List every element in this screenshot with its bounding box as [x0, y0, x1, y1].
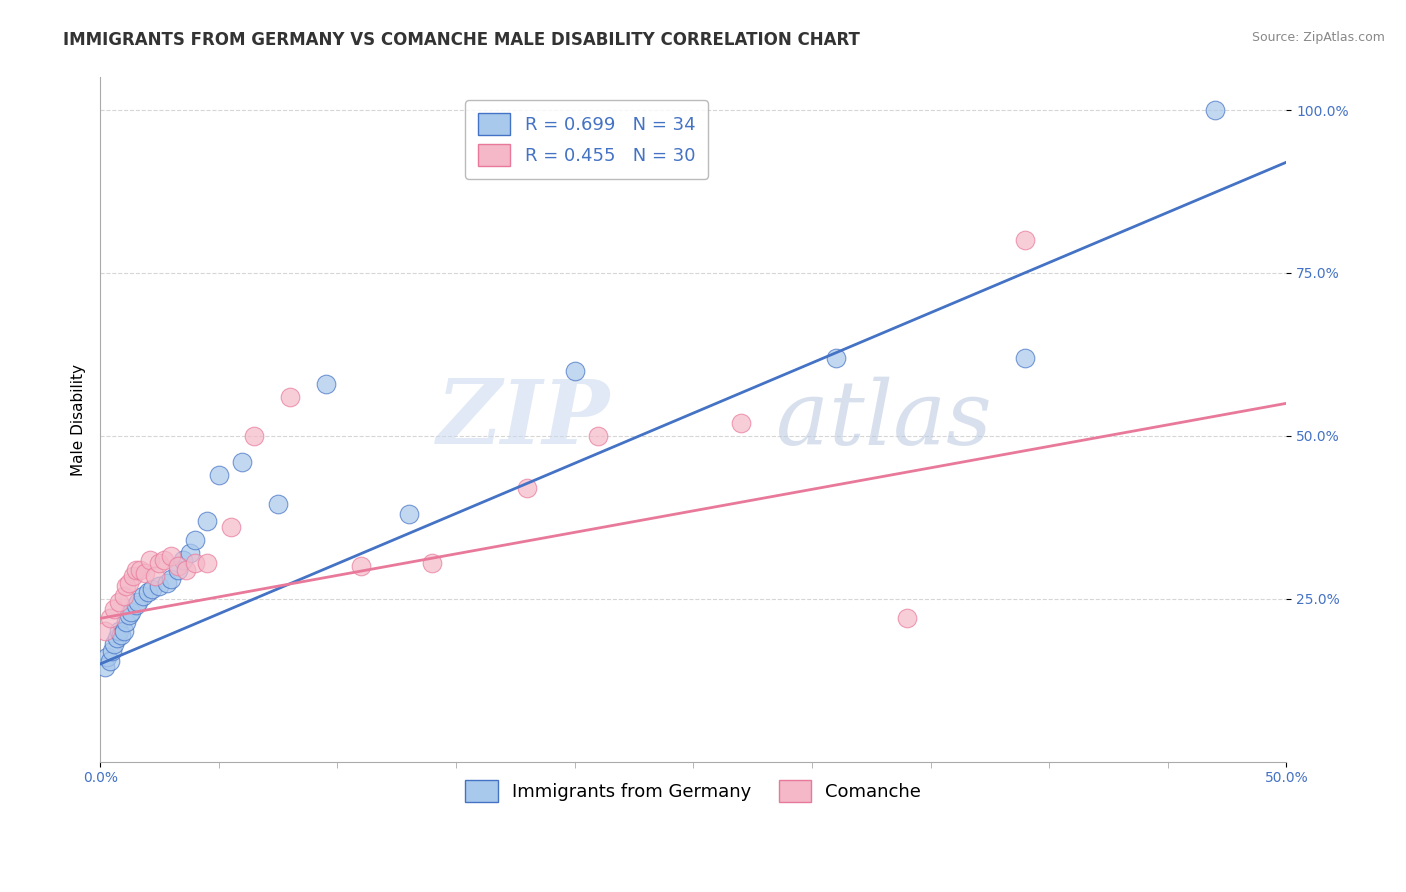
Point — [110, 628, 132, 642]
Point — [267, 497, 290, 511]
Point — [115, 615, 138, 629]
Y-axis label: Male Disability: Male Disability — [72, 364, 86, 475]
Point — [94, 660, 117, 674]
Legend: Immigrants from Germany, Comanche: Immigrants from Germany, Comanche — [453, 767, 934, 814]
Point — [125, 562, 148, 576]
Point — [1014, 233, 1036, 247]
Point — [160, 572, 183, 586]
Point — [105, 631, 128, 645]
Point — [148, 556, 170, 570]
Point — [153, 553, 176, 567]
Text: atlas: atlas — [776, 376, 993, 463]
Point — [132, 589, 155, 603]
Point — [125, 599, 148, 613]
Point — [350, 559, 373, 574]
Point — [172, 553, 194, 567]
Point — [117, 575, 139, 590]
Point — [127, 595, 149, 609]
Point — [96, 650, 118, 665]
Point — [112, 624, 135, 639]
Point — [243, 429, 266, 443]
Point — [208, 468, 231, 483]
Point — [179, 546, 201, 560]
Point — [141, 582, 163, 596]
Point — [112, 589, 135, 603]
Point — [231, 455, 253, 469]
Point — [184, 556, 207, 570]
Point — [148, 579, 170, 593]
Point — [122, 569, 145, 583]
Point — [136, 585, 159, 599]
Text: Source: ZipAtlas.com: Source: ZipAtlas.com — [1251, 31, 1385, 45]
Point — [420, 556, 443, 570]
Point — [94, 624, 117, 639]
Text: ZIP: ZIP — [437, 376, 610, 463]
Point — [103, 601, 125, 615]
Point — [108, 624, 131, 639]
Point — [824, 351, 846, 365]
Point — [564, 364, 586, 378]
Point — [896, 611, 918, 625]
Point — [115, 579, 138, 593]
Point — [101, 644, 124, 658]
Point — [120, 605, 142, 619]
Point — [195, 514, 218, 528]
Point — [184, 533, 207, 548]
Point — [278, 390, 301, 404]
Point — [219, 520, 242, 534]
Point — [117, 608, 139, 623]
Point — [167, 562, 190, 576]
Point — [103, 637, 125, 651]
Point — [134, 566, 156, 580]
Point — [155, 575, 177, 590]
Point — [139, 553, 162, 567]
Point — [588, 429, 610, 443]
Point — [1014, 351, 1036, 365]
Point — [398, 507, 420, 521]
Point — [160, 549, 183, 564]
Text: IMMIGRANTS FROM GERMANY VS COMANCHE MALE DISABILITY CORRELATION CHART: IMMIGRANTS FROM GERMANY VS COMANCHE MALE… — [63, 31, 860, 49]
Point — [516, 481, 538, 495]
Point — [730, 416, 752, 430]
Point — [195, 556, 218, 570]
Point — [108, 595, 131, 609]
Point — [143, 569, 166, 583]
Point — [1204, 103, 1226, 117]
Point — [174, 562, 197, 576]
Point — [98, 654, 121, 668]
Point — [315, 376, 337, 391]
Point — [129, 562, 152, 576]
Point — [167, 559, 190, 574]
Point — [98, 611, 121, 625]
